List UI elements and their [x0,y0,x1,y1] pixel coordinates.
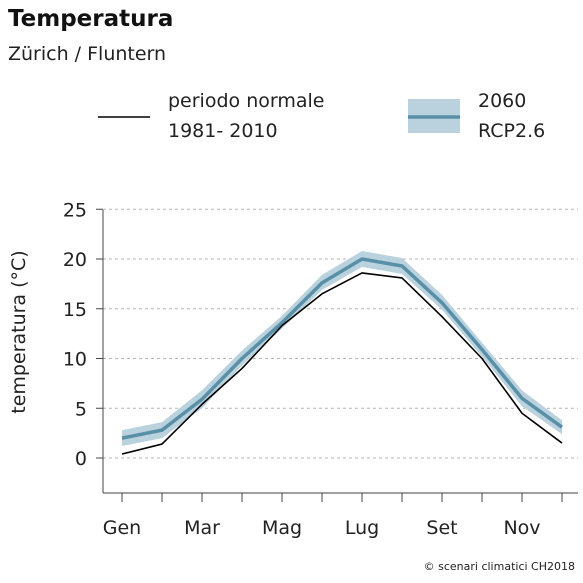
x-tick-label-set: Set [426,517,457,539]
x-tick-label-gen: Gen [103,517,141,539]
y-tick-label-20: 20 [63,249,87,271]
x-tick-label-nov: Nov [503,517,540,539]
x-tick-label-mag: Mag [262,517,302,539]
x-tick-label-lug: Lug [345,517,379,539]
source-note: © scenari climatici CH2018 [423,560,575,573]
y-tick-label-5: 5 [75,398,87,420]
y-tick-label-25: 25 [63,199,87,221]
chart-subtitle: Zürich / Fluntern [8,43,167,65]
y-tick-label-10: 10 [63,349,87,371]
legend-baseline-line1: periodo normale [168,90,325,112]
y-tick-label-15: 15 [63,299,87,321]
chart-title: Temperatura [8,6,174,32]
x-tick-label-mar: Mar [184,517,220,539]
y-axis-label: temperatura (°C) [8,250,30,413]
series-line-baseline [121,272,563,455]
legend-baseline-line2: 1981- 2010 [168,120,278,142]
legend-scenario-line1: 2060 [478,90,527,112]
legend-scenario-line2: RCP2.6 [478,120,546,142]
legend-baseline-label: periodo normale 1981- 2010 [168,86,324,146]
plot-area: 0 5 10 15 20 25 Gen Mar Mag Lug Set Nov temperatura … [8,199,578,539]
scenario-band [122,251,562,447]
legend-scenario-label: 2060 RCP2.6 [478,86,545,146]
y-tick-label-0: 0 [75,448,87,470]
series-line-scenario [121,257,564,440]
